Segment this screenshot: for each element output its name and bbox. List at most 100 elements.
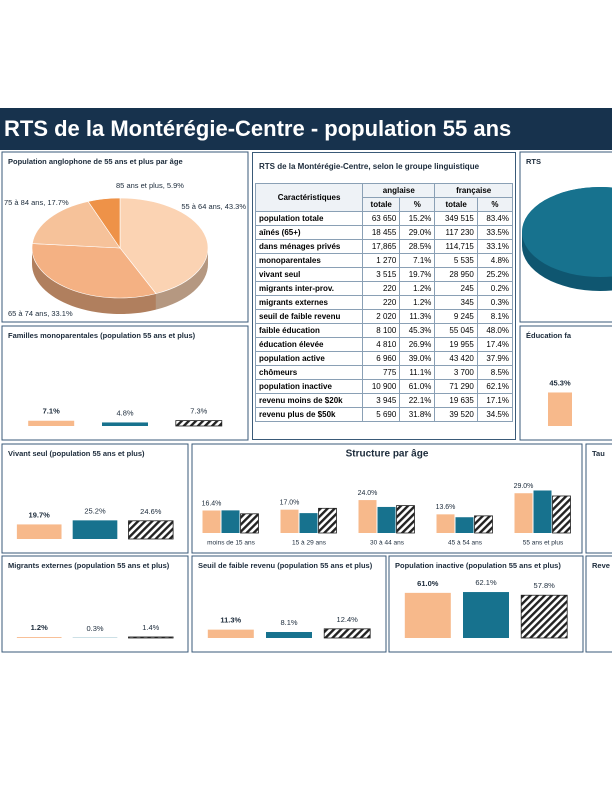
panel [585, 443, 612, 554]
bar [102, 422, 148, 426]
bar [72, 520, 118, 539]
bar [16, 637, 62, 638]
table-cell: 8.1% [476, 309, 514, 324]
x-tick-label: moins de 15 ans [207, 540, 255, 547]
table-cell: 4.8% [476, 253, 514, 268]
table-cell: 39.0% [399, 351, 436, 366]
bar [128, 520, 174, 540]
value-label: 1.4% [142, 623, 159, 632]
title-banner [0, 108, 612, 150]
value-label: 7.1% [43, 407, 60, 416]
value-label: 61.0% [417, 579, 439, 588]
table-cell: 29.0% [399, 225, 436, 240]
pie-slice [87, 197, 121, 249]
pie-slice [31, 243, 157, 299]
table-cell: 114,715 [434, 239, 478, 254]
pie-fragment [522, 187, 612, 277]
bar [377, 506, 396, 533]
table-cell: faible éducation [254, 323, 364, 338]
table-cell: 26.9% [399, 337, 436, 352]
table-cell: 1.2% [399, 281, 436, 296]
bar [202, 510, 221, 533]
table-cell: chômeurs [254, 365, 364, 380]
table-row: chômeurs 775 11.1% 3 700 8.5% [254, 365, 514, 380]
bar [266, 632, 312, 638]
table-row: éducation élevée 4 810 26.9% 19 955 17.4% [254, 337, 514, 352]
table-cell: population inactive [254, 379, 364, 394]
table-cell: revenu plus de $50k [254, 407, 364, 422]
panel-title: Population inactive (population 55 ans e… [395, 561, 561, 570]
table-row: dans ménages privés 17,865 28.5% 114,715 33.… [254, 239, 514, 254]
table-cell: vivant seul [254, 267, 364, 282]
bar [404, 592, 451, 638]
table-cell: 349 515 [434, 211, 478, 226]
table-cell: 33.1% [476, 239, 514, 254]
bar [436, 514, 455, 533]
bar [128, 636, 174, 639]
table-cell: 55 045 [434, 323, 478, 338]
pie-label: 85 ans et plus, 5.9% [116, 181, 184, 190]
bar [474, 515, 493, 534]
pie-side [155, 248, 208, 310]
table-cell: 1 270 [362, 253, 401, 268]
bar [16, 524, 62, 539]
table-cell: 5 690 [362, 407, 401, 422]
bar [455, 517, 474, 533]
x-tick-label: 15 à 29 ans [292, 540, 327, 547]
table-cell: 19 635 [434, 393, 478, 408]
table-cell: 220 [362, 281, 401, 296]
table-cell: 18 455 [362, 225, 401, 240]
table-row: migrants inter-prov. 220 1.2% 245 0.2% [254, 281, 514, 296]
table-cell: 245 [434, 281, 478, 296]
table-cell: migrants inter-prov. [254, 281, 364, 296]
table-cell: 1.2% [399, 295, 436, 310]
x-tick-label: 30 à 44 ans [370, 540, 405, 547]
bar [280, 509, 299, 533]
bar [552, 495, 571, 534]
table-cell: 345 [434, 295, 478, 310]
table-grid: Caractéristiques anglaise française tota… [254, 183, 514, 422]
table-cell: 2 020 [362, 309, 401, 324]
value-label: 25.2% [84, 506, 106, 515]
bar [520, 594, 568, 639]
value-label: 45.3% [549, 378, 571, 387]
pie-label: 55 à 64 ans, 43.3% [181, 202, 246, 211]
table-row: monoparentales 1 270 7.1% 5 535 4.8% [254, 253, 514, 268]
table-cell: revenu moins de $20k [254, 393, 364, 408]
table-cell: population active [254, 351, 364, 366]
table-cell: 117 230 [434, 225, 478, 240]
value-label: 12.4% [337, 615, 359, 624]
table-row: aînés (65+) 18 455 29.0% 117 230 33.5% [254, 225, 514, 240]
bar [318, 507, 337, 534]
bar [299, 513, 318, 533]
table-subheader: % [476, 197, 514, 212]
table-cell: aînés (65+) [254, 225, 364, 240]
table-cell: 10 900 [362, 379, 401, 394]
data-table: RTS de la Montérégie-Centre, selon le gr… [252, 152, 516, 440]
bar [548, 392, 572, 426]
panel-title: RTS [526, 157, 541, 166]
table-cell: 9 245 [434, 309, 478, 324]
panel-title: Population anglophone de 55 ans et plus … [8, 157, 183, 166]
pie-label: 65 à 74 ans, 33.1% [8, 309, 73, 318]
value-label: 24.0% [358, 490, 378, 497]
table-cell: dans ménages privés [254, 239, 364, 254]
table-cell: migrants externes [254, 295, 364, 310]
table-cell: 7.1% [399, 253, 436, 268]
table-cell: 22.1% [399, 393, 436, 408]
panel-title: Migrants externes (population 55 ans et … [8, 561, 170, 570]
x-tick-label: 55 ans et plus [523, 540, 564, 547]
bar [533, 490, 552, 533]
bar [207, 629, 254, 638]
bar [28, 420, 75, 426]
table-cell: 39 520 [434, 407, 478, 422]
pie-label: 75 à 84 ans, 17.7% [4, 198, 69, 207]
table-cell: 62.1% [476, 379, 514, 394]
table-cell: éducation élevée [254, 337, 364, 352]
table-cell: 11.1% [399, 365, 436, 380]
table-subheader: totale [362, 197, 401, 212]
value-label: 11.3% [220, 616, 241, 625]
table-cell: 17,865 [362, 239, 401, 254]
value-label: 19.7% [29, 510, 51, 519]
